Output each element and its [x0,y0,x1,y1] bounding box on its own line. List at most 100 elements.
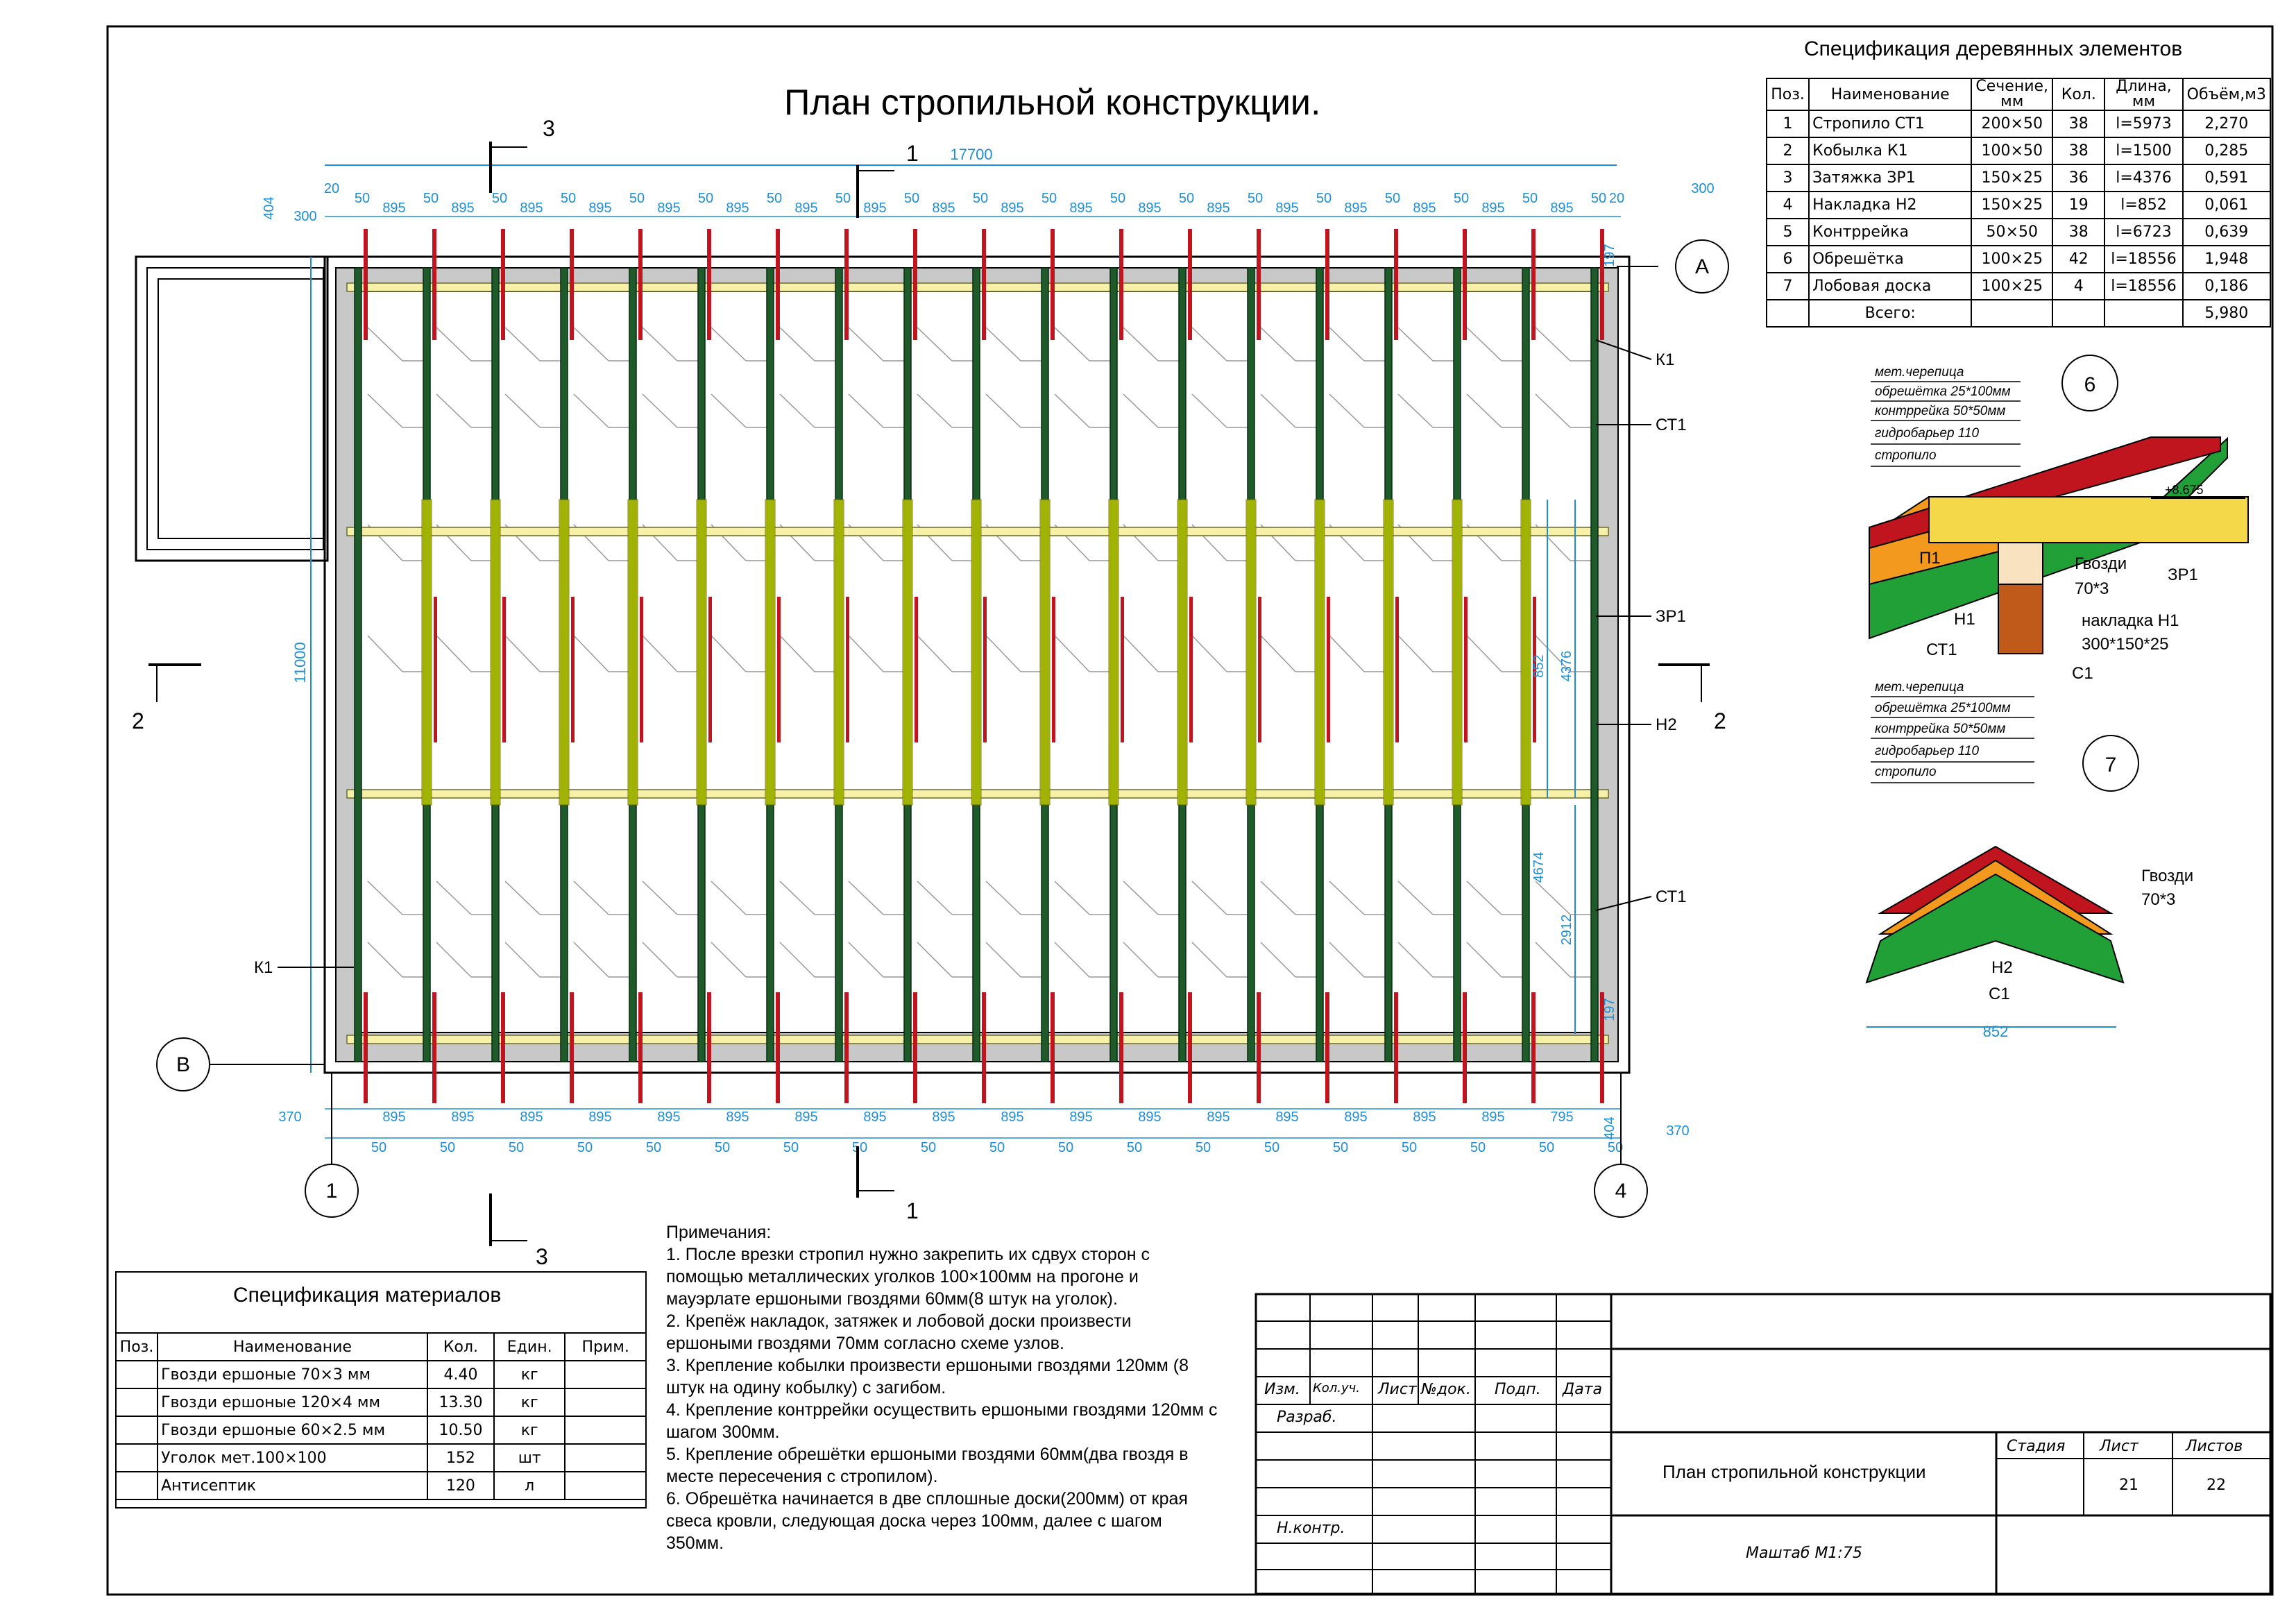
material-spec-cell [564,1388,647,1417]
wood-spec-cell: 100×50 [1971,137,2054,165]
section-mark-2-right: 2 [1658,663,1726,733]
note-4: 4. Крепление контррейки осуществить ершо… [666,1400,1218,1442]
wood-spec-row: 1 Стропило СТ1 200×50 38 l=5973 2,270 [1765,110,2271,138]
dim-span-bottom: 895 [794,1110,817,1125]
svg-text:накладка Н1: накладка Н1 [2082,611,2179,630]
rafter [765,229,781,1103]
dim-gap-bottom: 50 [509,1140,524,1155]
wood-spec-cell: l=852 [2104,191,2184,219]
svg-text:контррейка 50*50мм: контррейка 50*50мм [1875,404,2005,418]
svg-text:300*150*25: 300*150*25 [2082,635,2168,654]
dim-gap-bottom: 50 [371,1140,386,1155]
dim-span-bottom: 895 [863,1110,886,1125]
wood-spec-total-row: Всего: 5,980 [1765,299,2271,328]
dim-span-top: 895 [1550,201,1573,216]
svg-text:1: 1 [906,1198,919,1223]
element-labels: К1 СТ1 ЗР1 Н2 СТ1 К1 [254,339,1687,977]
rafter [971,229,987,1103]
svg-text:ЗР1: ЗР1 [2168,566,2198,584]
dim-gap-top: 50 [767,191,782,206]
note-2: 2. Крепёж накладок, затяжек и лобовой до… [666,1311,1132,1353]
material-spec-title: Спецификация материалов [233,1284,502,1307]
material-spec-cell: шт [493,1443,566,1472]
svg-text:Н2: Н2 [1991,958,2013,977]
axis-bubble-a [1675,239,1729,294]
dim-gap-top: 50 [1110,191,1125,206]
dim-gap-bottom: 50 [1333,1140,1348,1155]
wood-spec-cell: Лобовая доска [1808,272,1973,300]
material-spec-row: Гвозди ершоные 60×2.5 мм 10.50 кг [114,1416,647,1445]
wood-spec-cell: 100×25 [1971,245,2054,273]
dim-gap-bottom: 50 [1470,1140,1486,1155]
stamp-sheet-number: 21 [2119,1477,2138,1494]
svg-text:стропило: стропило [1875,765,1937,779]
dim-span-top: 895 [863,201,886,216]
rafter [1452,229,1468,1103]
wood-spec-row: 4 Накладка Н2 150×25 19 l=852 0,061 [1765,191,2271,219]
svg-text:гидробарьер 110: гидробарьер 110 [1875,744,1980,758]
dim-span-top: 895 [1344,201,1367,216]
wood-spec-cell: Кобылка К1 [1808,137,1973,165]
wood-spec-cell: 100×25 [1971,272,2054,300]
svg-text:стропило: стропило [1875,448,1937,463]
svg-text:С1: С1 [1989,985,2010,1003]
dim-span-top: 895 [1001,201,1023,216]
stamp-listov: Листов [2186,1438,2243,1455]
wood-spec-cell: 150×25 [1971,191,2054,219]
wood-spec-cell: 50×50 [1971,218,2054,246]
axis-bubble-4 [1594,1164,1648,1218]
label-st1-bottom: СТ1 [1656,887,1687,906]
dim-404-top: 404 [262,196,277,219]
wood-h-name: Наименование [1808,78,1973,111]
dim-gap-bottom: 50 [921,1140,936,1155]
material-spec-table: Поз. Наименование Кол. Един. Прим. Гвозд… [114,1332,647,1500]
section-mark-3-top: 3 [489,116,555,193]
svg-text:Н1: Н1 [1954,610,1975,629]
stamp-scale: Маштаб М1:75 [1746,1545,1862,1562]
wood-spec-cell: 0,061 [2182,191,2271,219]
detail-7: 7 мет.черепица обрешётка 25*100мм контрр… [1865,680,2193,1040]
wood-spec-cell: 42 [2052,245,2106,273]
wood-spec-cell: 6 [1765,245,1810,273]
dim-span-bottom: 895 [588,1110,611,1125]
svg-text:Гвозди: Гвозди [2141,867,2193,885]
dim-gap-top: 50 [973,191,988,206]
wood-spec-cell: l=1500 [2104,137,2184,165]
material-spec-cell: кг [493,1416,566,1445]
svg-text:3: 3 [543,116,555,141]
dim-gap-bottom: 50 [1058,1140,1073,1155]
wood-spec-cell: 200×50 [1971,110,2054,138]
dim-gap-top: 50 [1385,191,1400,206]
wood-spec-cell: 2,270 [2182,110,2271,138]
dim-span-bottom: 895 [1344,1110,1367,1125]
stamp-ndok: №док. [1421,1381,1471,1398]
svg-text:П1: П1 [1919,549,1941,568]
mat-h-pos: Поз. [114,1332,159,1361]
label-st1-top: СТ1 [1656,416,1687,434]
dim-404-bottom: 404 [1602,1116,1617,1139]
stamp-total-sheets: 22 [2206,1477,2226,1494]
dim-span-top: 895 [1138,201,1161,216]
dim-span-top: 895 [382,201,405,216]
rafter [833,229,849,1103]
material-spec-row: Гвозди ершоные 120×4 мм 13.30 кг [114,1388,647,1417]
rafter [421,229,437,1103]
wood-spec-cell: 2 [1765,137,1810,165]
dim-span-bottom: 795 [1550,1110,1573,1125]
dim-gap-top: 50 [835,191,851,206]
dim-span-bottom: 895 [520,1110,543,1125]
title-block-grid [1255,1293,2272,1595]
dim-span-top: 895 [657,201,680,216]
wood-h-length: Длина, мм [2104,78,2184,111]
section-mark-1-top: 1 [856,141,919,218]
wood-spec-cell: Накладка Н2 [1808,191,1973,219]
dim-span-bottom: 895 [1069,1110,1092,1125]
wood-spec-cell: Обрешётка [1808,245,1973,273]
axis-bubble-1 [305,1164,359,1218]
dim-gap-bottom: 50 [1196,1140,1211,1155]
dimension-lines: 895 895 50 50 895 895 50 50 895 895 50 50 895 895 50 50… [325,191,1623,1155]
wood-spec-title: Спецификация деревянных элементов [1804,37,2183,60]
rafter [1245,229,1261,1103]
stamp-title: План стропильной конструкции [1663,1461,1926,1482]
dim-gap-bottom: 50 [852,1140,867,1155]
